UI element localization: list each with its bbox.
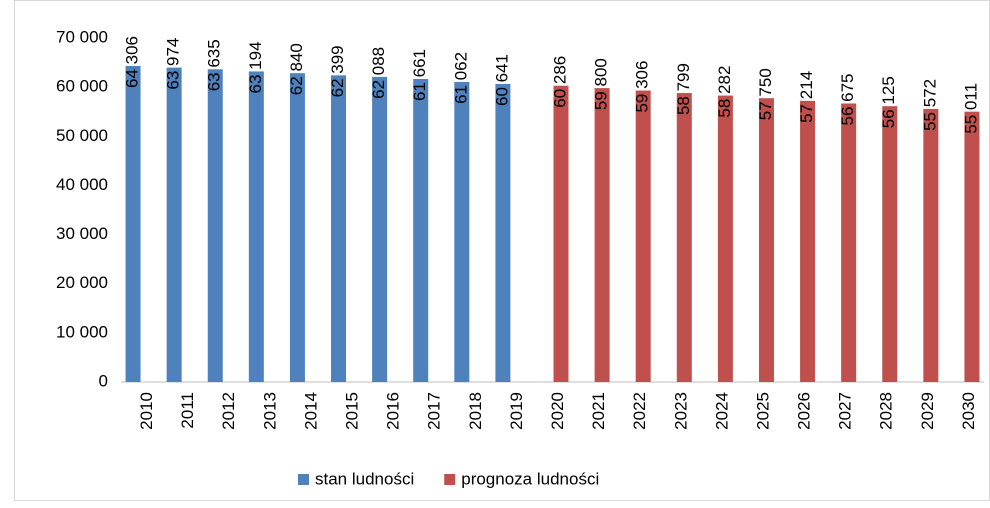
- data-label: 61 062: [451, 52, 470, 104]
- legend-swatch: [444, 474, 456, 485]
- x-tick-label: 2015: [343, 392, 362, 430]
- bar: [635, 90, 651, 382]
- data-label: 55 011: [961, 83, 980, 134]
- x-tick-label: 2018: [466, 392, 485, 430]
- data-label: 62 088: [369, 47, 388, 99]
- legend-label: stan ludności: [315, 469, 414, 488]
- bar: [800, 100, 816, 383]
- x-tick-label: 2024: [712, 392, 731, 430]
- x-tick-label: 2012: [219, 392, 238, 430]
- y-tick-label: 10 000: [56, 322, 108, 341]
- x-tick-label: 2026: [795, 392, 814, 430]
- bar: [594, 88, 610, 382]
- y-tick-label: 20 000: [56, 273, 108, 292]
- x-tick-label: 2010: [137, 392, 156, 430]
- bar: [207, 69, 223, 383]
- x-tick-label: 2021: [589, 392, 608, 430]
- bar: [882, 106, 898, 382]
- bar: [964, 111, 980, 383]
- data-label: 61 661: [410, 49, 429, 101]
- x-tick-label: 2011: [178, 392, 197, 429]
- x-tick-label: 2022: [630, 392, 649, 430]
- x-tick-label: 2025: [753, 392, 772, 430]
- x-tick-label: 2016: [384, 392, 403, 430]
- data-label: 63 635: [205, 39, 224, 91]
- bar: [841, 103, 857, 383]
- data-label: 64 306: [123, 36, 142, 88]
- bar: [166, 67, 182, 382]
- x-tick-label: 2019: [507, 392, 526, 430]
- data-label: 62 840: [287, 43, 306, 95]
- bar: [717, 95, 733, 382]
- data-label: 63 974: [164, 38, 183, 90]
- bar: [331, 75, 347, 382]
- x-tick-label: 2030: [959, 392, 978, 430]
- y-tick-label: 50 000: [56, 126, 108, 145]
- data-label: 60 641: [492, 54, 511, 106]
- x-tick-label: 2013: [260, 392, 279, 430]
- bar: [553, 85, 569, 383]
- data-label: 57 214: [797, 71, 816, 123]
- data-label: 62 399: [328, 45, 347, 97]
- bar: [923, 108, 939, 382]
- y-tick-label: 0: [99, 371, 108, 390]
- data-label: 59 306: [633, 61, 652, 113]
- y-tick-label: 30 000: [56, 224, 108, 243]
- data-label: 63 194: [246, 41, 265, 93]
- bar: [676, 93, 692, 382]
- bar: [289, 73, 305, 383]
- bar: [248, 71, 264, 382]
- x-tick-label: 2029: [918, 392, 937, 430]
- bar: [454, 81, 470, 382]
- data-label: 58 282: [715, 66, 734, 118]
- data-label: 57 750: [756, 68, 775, 120]
- x-tick-label: 2028: [877, 392, 896, 430]
- data-label: 55 572: [920, 79, 939, 131]
- legend-swatch: [298, 474, 309, 485]
- bar: [495, 83, 511, 382]
- x-tick-label: 2020: [548, 392, 567, 430]
- y-tick-label: 40 000: [56, 175, 108, 194]
- data-label: 56 675: [838, 73, 857, 125]
- y-tick-label: 60 000: [56, 77, 108, 96]
- bar: [758, 98, 774, 382]
- data-label: 59 800: [592, 58, 611, 110]
- x-tick-label: 2014: [301, 392, 320, 430]
- x-tick-label: 2023: [671, 392, 690, 430]
- bar: [413, 78, 429, 383]
- data-label: 58 799: [674, 63, 693, 115]
- data-label: 60 286: [550, 56, 569, 108]
- x-tick-label: 2017: [425, 392, 444, 430]
- y-tick-label: 70 000: [56, 27, 108, 46]
- legend-label: prognoza ludności: [461, 469, 599, 488]
- x-tick-label: 2027: [836, 392, 855, 430]
- bar: [372, 76, 388, 382]
- data-label: 56 125: [879, 76, 898, 128]
- bar: [125, 65, 141, 383]
